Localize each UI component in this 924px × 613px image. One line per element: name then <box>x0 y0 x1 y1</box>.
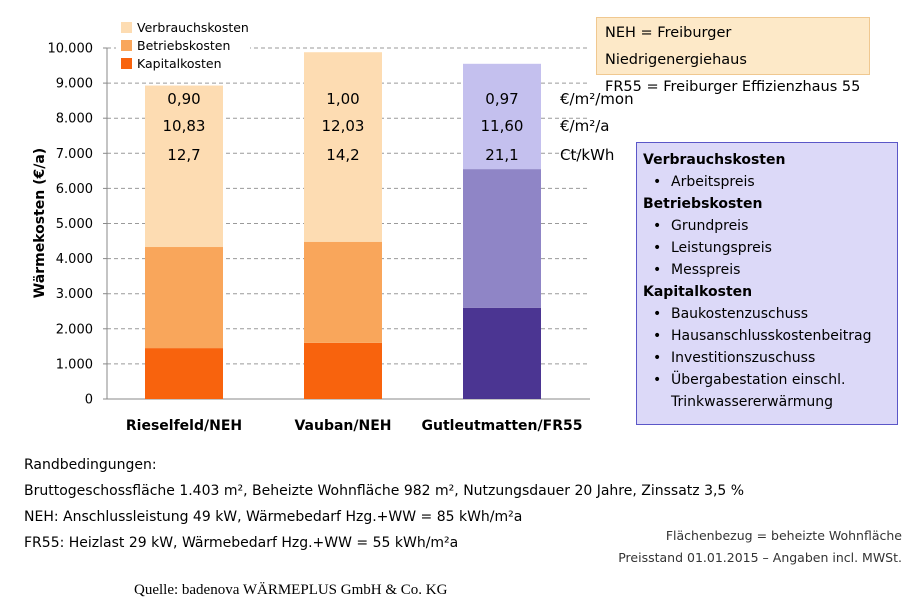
legend-background <box>116 18 250 76</box>
bars <box>145 52 541 399</box>
bar-verbrauchskosten-2 <box>304 52 382 242</box>
y-tick-label: 5.000 <box>56 217 93 232</box>
x-category-label: Gutleutmatten/FR55 <box>422 418 583 434</box>
bar-verbrauchskosten-1 <box>145 85 223 248</box>
y-tick-label: 4.000 <box>56 252 93 267</box>
legend-label-verbrauchskosten: Verbrauchskosten <box>137 20 249 35</box>
bar-kapitalkosten-3 <box>463 307 541 399</box>
unit-label: €/m²/mon <box>560 90 634 108</box>
heading-betriebskosten: Betriebskosten <box>643 196 763 212</box>
legend-swatch-betriebskosten <box>121 40 132 51</box>
note-price-date: Preisstand 01.01.2015 – Angaben incl. MW… <box>618 550 902 565</box>
bar-value-label: 0,97 <box>485 90 518 108</box>
y-tick-label: 8.000 <box>56 112 93 127</box>
conditions-line-1: Bruttogeschossfläche 1.403 m², Beheizte … <box>24 483 745 499</box>
abbreviation-box: NEH = Freiburger Niedrigenergiehaus FR55… <box>596 17 870 95</box>
conditions-line-2: NEH: Anschlussleistung 49 kW, Wärmebedar… <box>24 509 523 525</box>
x-category-label: Vauban/NEH <box>294 418 391 434</box>
unit-label: €/m²/a <box>560 117 609 135</box>
abbreviation-fr55: FR55 = Freiburger Effizienzhaus 55 <box>605 79 861 95</box>
y-tick-label: 10.000 <box>48 42 94 57</box>
notes-block: Flächenbezug = beheizte Wohnfläche Preis… <box>618 525 902 569</box>
y-axis-ticks: 0 1.000 2.000 3.000 4.000 5.000 6.000 7.000 8.00… <box>48 42 107 408</box>
item-messpreis: • Messpreis <box>653 262 741 278</box>
x-axis-labels: Rieselfeld/NEH Vauban/NEH Gutleutmatten/FR… <box>126 418 583 434</box>
legend-swatch-verbrauchskosten <box>121 22 132 33</box>
y-tick-label: 0 <box>85 393 93 408</box>
y-tick-label: 2.000 <box>56 322 93 337</box>
item-baukostenzuschuss: • Baukostenzuschuss <box>653 306 809 322</box>
bar-value-label: 10,83 <box>163 117 206 135</box>
stacked-bar-chart: 0 1.000 2.000 3.000 4.000 5.000 6.000 7.000 8.00… <box>32 18 634 434</box>
y-tick-label: 6.000 <box>56 182 93 197</box>
bar-value-labels: 0,90 10,83 12,7 1,00 12,03 14,2 0,97 11,60 21,1 <box>163 90 524 164</box>
bar-value-label: 11,60 <box>481 117 524 135</box>
item-arbeitspreis: • Arbeitspreis <box>653 174 755 190</box>
item-grundpreis: • Grundpreis <box>653 218 749 234</box>
item-uebergabestation: • Übergabestation einschl. <box>653 372 846 388</box>
bar-betriebskosten-2 <box>304 241 382 343</box>
y-tick-label: 3.000 <box>56 287 93 302</box>
bar-value-label: 0,90 <box>167 90 200 108</box>
unit-label: Ct/kWh <box>560 146 614 164</box>
item-leistungspreis: • Leistungspreis <box>653 240 772 256</box>
legend: Verbrauchskosten Betriebskosten Kapitalkos… <box>116 18 250 76</box>
bar-verbrauchskosten-3 <box>463 63 541 170</box>
y-tick-label: 1.000 <box>56 357 93 372</box>
legend-swatch-kapitalkosten <box>121 58 132 69</box>
conditions-title: Randbedingungen: <box>24 457 157 473</box>
bar-value-label: 12,03 <box>322 117 365 135</box>
conditions-line-3: FR55: Heizlast 29 kW, Wärmebedarf Hzg.+W… <box>24 535 459 551</box>
bar-betriebskosten-3 <box>463 169 541 308</box>
x-category-label: Rieselfeld/NEH <box>126 418 242 434</box>
bar-betriebskosten-1 <box>145 247 223 349</box>
unit-labels: €/m²/mon €/m²/a Ct/kWh <box>560 90 634 164</box>
bar-kapitalkosten-1 <box>145 348 223 399</box>
bar-value-label: 12,7 <box>167 146 200 164</box>
bar-value-label: 21,1 <box>485 146 518 164</box>
cost-types-box: Verbrauchskosten • Arbeitspreis Betriebsk… <box>636 142 898 425</box>
conditions-block: Randbedingungen: Bruttogeschossfläche 1.… <box>24 452 744 556</box>
bar-value-label: 1,00 <box>326 90 359 108</box>
heading-verbrauchskosten: Verbrauchskosten <box>643 152 786 168</box>
y-tick-label: 7.000 <box>56 147 93 162</box>
legend-label-betriebskosten: Betriebskosten <box>137 38 230 53</box>
heading-kapitalkosten: Kapitalkosten <box>643 284 753 300</box>
bar-value-label: 14,2 <box>326 146 359 164</box>
item-hausanschlusskostenbeitrag: • Hausanschlusskostenbeitrag <box>653 328 872 344</box>
legend-label-kapitalkosten: Kapitalkosten <box>137 56 222 71</box>
item-uebergabestation-continuation: Trinkwassererwärmung <box>671 394 833 410</box>
y-axis-title: Wärmekosten (€/a) <box>32 148 48 298</box>
source-credit: Quelle: badenova WÄRMEPLUS GmbH & Co. KG <box>134 582 448 598</box>
y-tick-label: 9.000 <box>56 77 93 92</box>
note-area-reference: Flächenbezug = beheizte Wohnfläche <box>665 528 902 543</box>
abbreviation-neh: NEH = Freiburger Niedrigenergiehaus <box>605 25 747 68</box>
item-investitionszuschuss: • Investitionszuschuss <box>653 350 816 366</box>
bar-kapitalkosten-2 <box>304 342 382 399</box>
